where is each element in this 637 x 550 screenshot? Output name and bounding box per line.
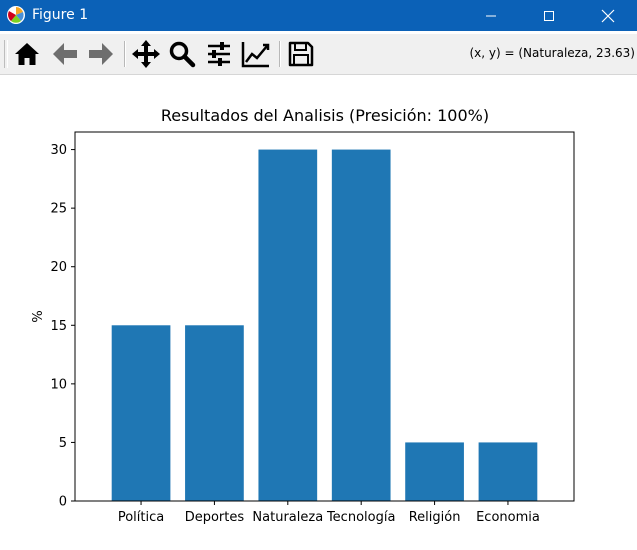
edit-axis-icon (241, 42, 270, 68)
minimize-button[interactable] (468, 0, 514, 31)
home-button[interactable] (11, 38, 43, 70)
x-tick-label: Deportes (185, 510, 245, 525)
forward-arrow-icon (89, 43, 113, 65)
y-tick-label: 15 (50, 319, 67, 334)
bar (331, 149, 391, 502)
home-icon (15, 43, 39, 65)
bar (258, 149, 318, 502)
back-button[interactable] (49, 38, 81, 70)
axes-frame (74, 131, 575, 502)
x-tick-label: Religión (409, 510, 461, 525)
maximize-button[interactable] (526, 0, 572, 31)
toolbar-separator (124, 41, 126, 67)
y-tick-label: 0 (59, 495, 67, 510)
bar (185, 325, 244, 501)
x-tick-label: Política (118, 510, 164, 525)
y-tick-label: 25 (50, 202, 67, 217)
window-title: Figure 1 (32, 7, 89, 23)
back-arrow-icon (53, 43, 77, 65)
figure-canvas[interactable]: Resultados del Analisis (Presición: 100%… (0, 75, 637, 550)
close-button[interactable] (585, 0, 631, 31)
pan-button[interactable] (130, 38, 162, 70)
matplotlib-logo-icon (7, 6, 25, 24)
chart-title: Resultados del Analisis (Presición: 100%… (160, 106, 490, 125)
x-tick-label: Economia (476, 510, 540, 525)
cursor-coordinates: (x, y) = (Naturaleza, 23.63) (469, 46, 635, 60)
y-tick-label: 20 (50, 260, 67, 275)
pan-icon (132, 40, 160, 68)
y-tick-label: 10 (50, 377, 67, 392)
bar (478, 442, 538, 501)
configure-subplots-button[interactable] (203, 38, 235, 70)
x-tick-label: Naturaleza (252, 510, 323, 525)
configure-subplots-icon (208, 42, 230, 66)
y-axis-label: % (31, 310, 46, 322)
edit-axis-button[interactable] (240, 38, 272, 70)
bar (111, 325, 171, 501)
save-icon (288, 41, 314, 67)
forward-button[interactable] (85, 38, 117, 70)
toolbar-grip (4, 40, 8, 68)
window-titlebar[interactable]: Figure 1 (0, 0, 637, 31)
close-icon (601, 9, 615, 22)
zoom-icon (169, 41, 196, 68)
x-tick-label: Tecnología (326, 510, 395, 525)
maximize-icon (544, 10, 554, 21)
minimize-icon (486, 15, 496, 16)
y-tick-label: 30 (50, 143, 67, 158)
bar (405, 442, 464, 501)
navigation-toolbar: (x, y) = (Naturaleza, 23.63) (0, 34, 637, 75)
toolbar-separator (279, 41, 281, 67)
save-button[interactable] (285, 38, 317, 70)
zoom-button[interactable] (166, 38, 198, 70)
y-tick-label: 5 (59, 436, 67, 451)
bar-chart: 0 5 10 15 20 25 30 Política Deportes Naturaleza Te… (31, 131, 575, 525)
